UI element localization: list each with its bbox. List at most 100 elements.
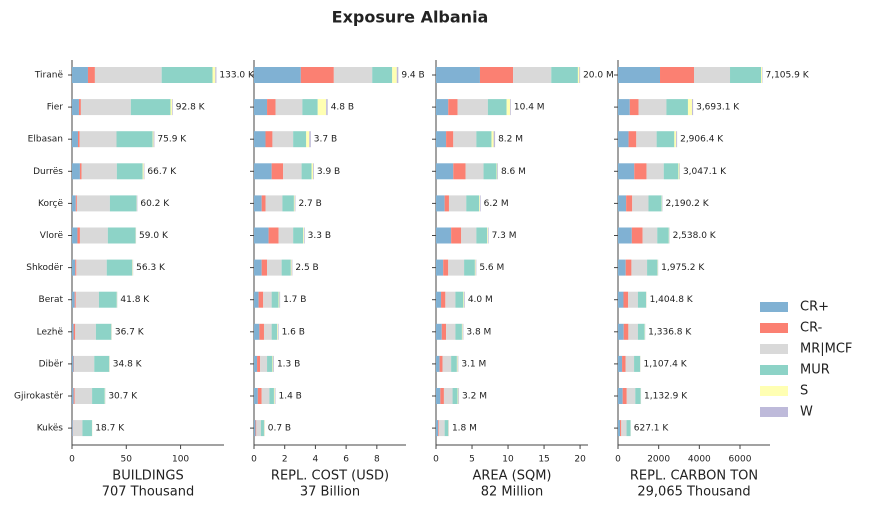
total-label: 2,906.4 K	[680, 135, 724, 145]
bar-segment	[476, 131, 492, 148]
total-label: 60.2 K	[140, 199, 170, 209]
category-label: Lezhë	[37, 327, 64, 337]
bar-segment	[87, 67, 95, 83]
total-label: 34.8 K	[113, 359, 143, 369]
bar-segment	[77, 131, 80, 148]
bar-segment	[479, 195, 481, 212]
total-label: 133.0 K	[219, 71, 255, 81]
x-axis-label: REPL. COST (USD)	[271, 469, 389, 484]
bar-segment	[448, 259, 465, 276]
bar-segment	[497, 163, 498, 180]
bar-segment	[279, 291, 281, 308]
bar-segment	[436, 99, 449, 116]
total-label: 1,404.8 K	[650, 295, 694, 305]
bar-segment	[275, 99, 303, 116]
bar-segment	[73, 355, 75, 372]
bar-segment	[72, 323, 74, 340]
bar-segment	[257, 355, 261, 372]
bar-segment	[261, 388, 270, 404]
total-label: 8.2 M	[498, 135, 523, 145]
bar-segment	[271, 291, 279, 308]
bar-segment	[75, 195, 77, 212]
category-label: Gjirokastër	[14, 392, 63, 402]
bar-segment	[75, 291, 99, 308]
total-label: 2,538.0 K	[673, 231, 717, 241]
bar-segment	[475, 259, 477, 276]
bar-segment	[301, 163, 312, 180]
bar-segment	[274, 388, 276, 404]
bar-segment	[94, 355, 110, 372]
bar-segment	[656, 131, 675, 148]
bar-segment	[317, 99, 327, 116]
bar-segment	[161, 67, 213, 83]
bar-segment	[442, 355, 452, 372]
bar-segment	[268, 227, 279, 244]
category-label: Durrës	[33, 167, 63, 177]
chart-title: Exposure Albania	[332, 8, 489, 27]
bar-segment	[618, 227, 632, 244]
bar-segment	[446, 131, 454, 148]
bar-segment	[626, 388, 636, 404]
bar-segment	[254, 291, 259, 308]
bar-segment	[293, 195, 295, 212]
bar-segment	[636, 131, 657, 148]
bar-segment	[453, 163, 466, 180]
total-label: 627.1 K	[634, 424, 670, 434]
bar-segment	[679, 163, 680, 180]
bar-segment	[458, 388, 460, 404]
x-tick-label: 4000	[688, 455, 711, 465]
x-tick-label: 4	[313, 455, 319, 465]
bar-segment	[263, 291, 272, 308]
bar-segment	[254, 227, 269, 244]
bar-segment	[694, 67, 731, 83]
bar-segment	[439, 355, 443, 372]
bar-segment	[436, 163, 454, 180]
bar-segment	[73, 323, 76, 340]
bar-segment	[626, 420, 631, 437]
bar-segment	[635, 388, 641, 404]
x-tick-label: 100	[172, 455, 189, 465]
bar-segment	[306, 131, 310, 148]
total-label: 2,190.2 K	[666, 199, 710, 209]
category-label: Elbasan	[28, 135, 63, 145]
bar-segment	[451, 355, 457, 372]
bar-segment	[95, 323, 112, 340]
bar-segment	[436, 227, 452, 244]
bar-segment	[72, 388, 74, 404]
bar-segment	[487, 99, 507, 116]
bar-segment	[657, 227, 669, 244]
bar-segment	[260, 355, 268, 372]
total-label: 3.8 M	[466, 327, 491, 337]
bar-segment	[666, 99, 688, 116]
total-label: 1,132.9 K	[644, 392, 688, 402]
bar-segment	[300, 67, 334, 83]
bar-segment	[676, 131, 678, 148]
bar-segment	[436, 67, 480, 83]
bar-segment	[628, 291, 638, 308]
total-label: 3.9 B	[317, 167, 340, 177]
x-tick-label: 0	[69, 455, 75, 465]
total-label: 0.7 B	[268, 424, 291, 434]
bar-segment	[79, 227, 108, 244]
x-axis-label: AREA (SQM)	[472, 469, 551, 484]
bar-segment	[436, 323, 442, 340]
bar-segment	[79, 131, 117, 148]
bar-segment	[464, 291, 465, 308]
bar-segment	[254, 420, 256, 437]
bar-segment	[82, 420, 92, 437]
total-label: 4.8 B	[331, 103, 354, 113]
legend-swatch	[760, 365, 788, 375]
bar-segment	[623, 323, 629, 340]
bar-segment	[618, 355, 623, 372]
bar-segment	[444, 195, 449, 212]
bar-segment	[646, 163, 664, 180]
bar-segment	[254, 323, 260, 340]
bar-segment	[257, 388, 262, 404]
bar-segment	[436, 291, 442, 308]
bar-segment	[263, 323, 272, 340]
category-label: Tiranë	[34, 71, 64, 81]
bar-segment	[277, 323, 279, 340]
bar-segment	[457, 388, 459, 404]
bar-segment	[283, 163, 302, 180]
bar-segment	[618, 131, 629, 148]
